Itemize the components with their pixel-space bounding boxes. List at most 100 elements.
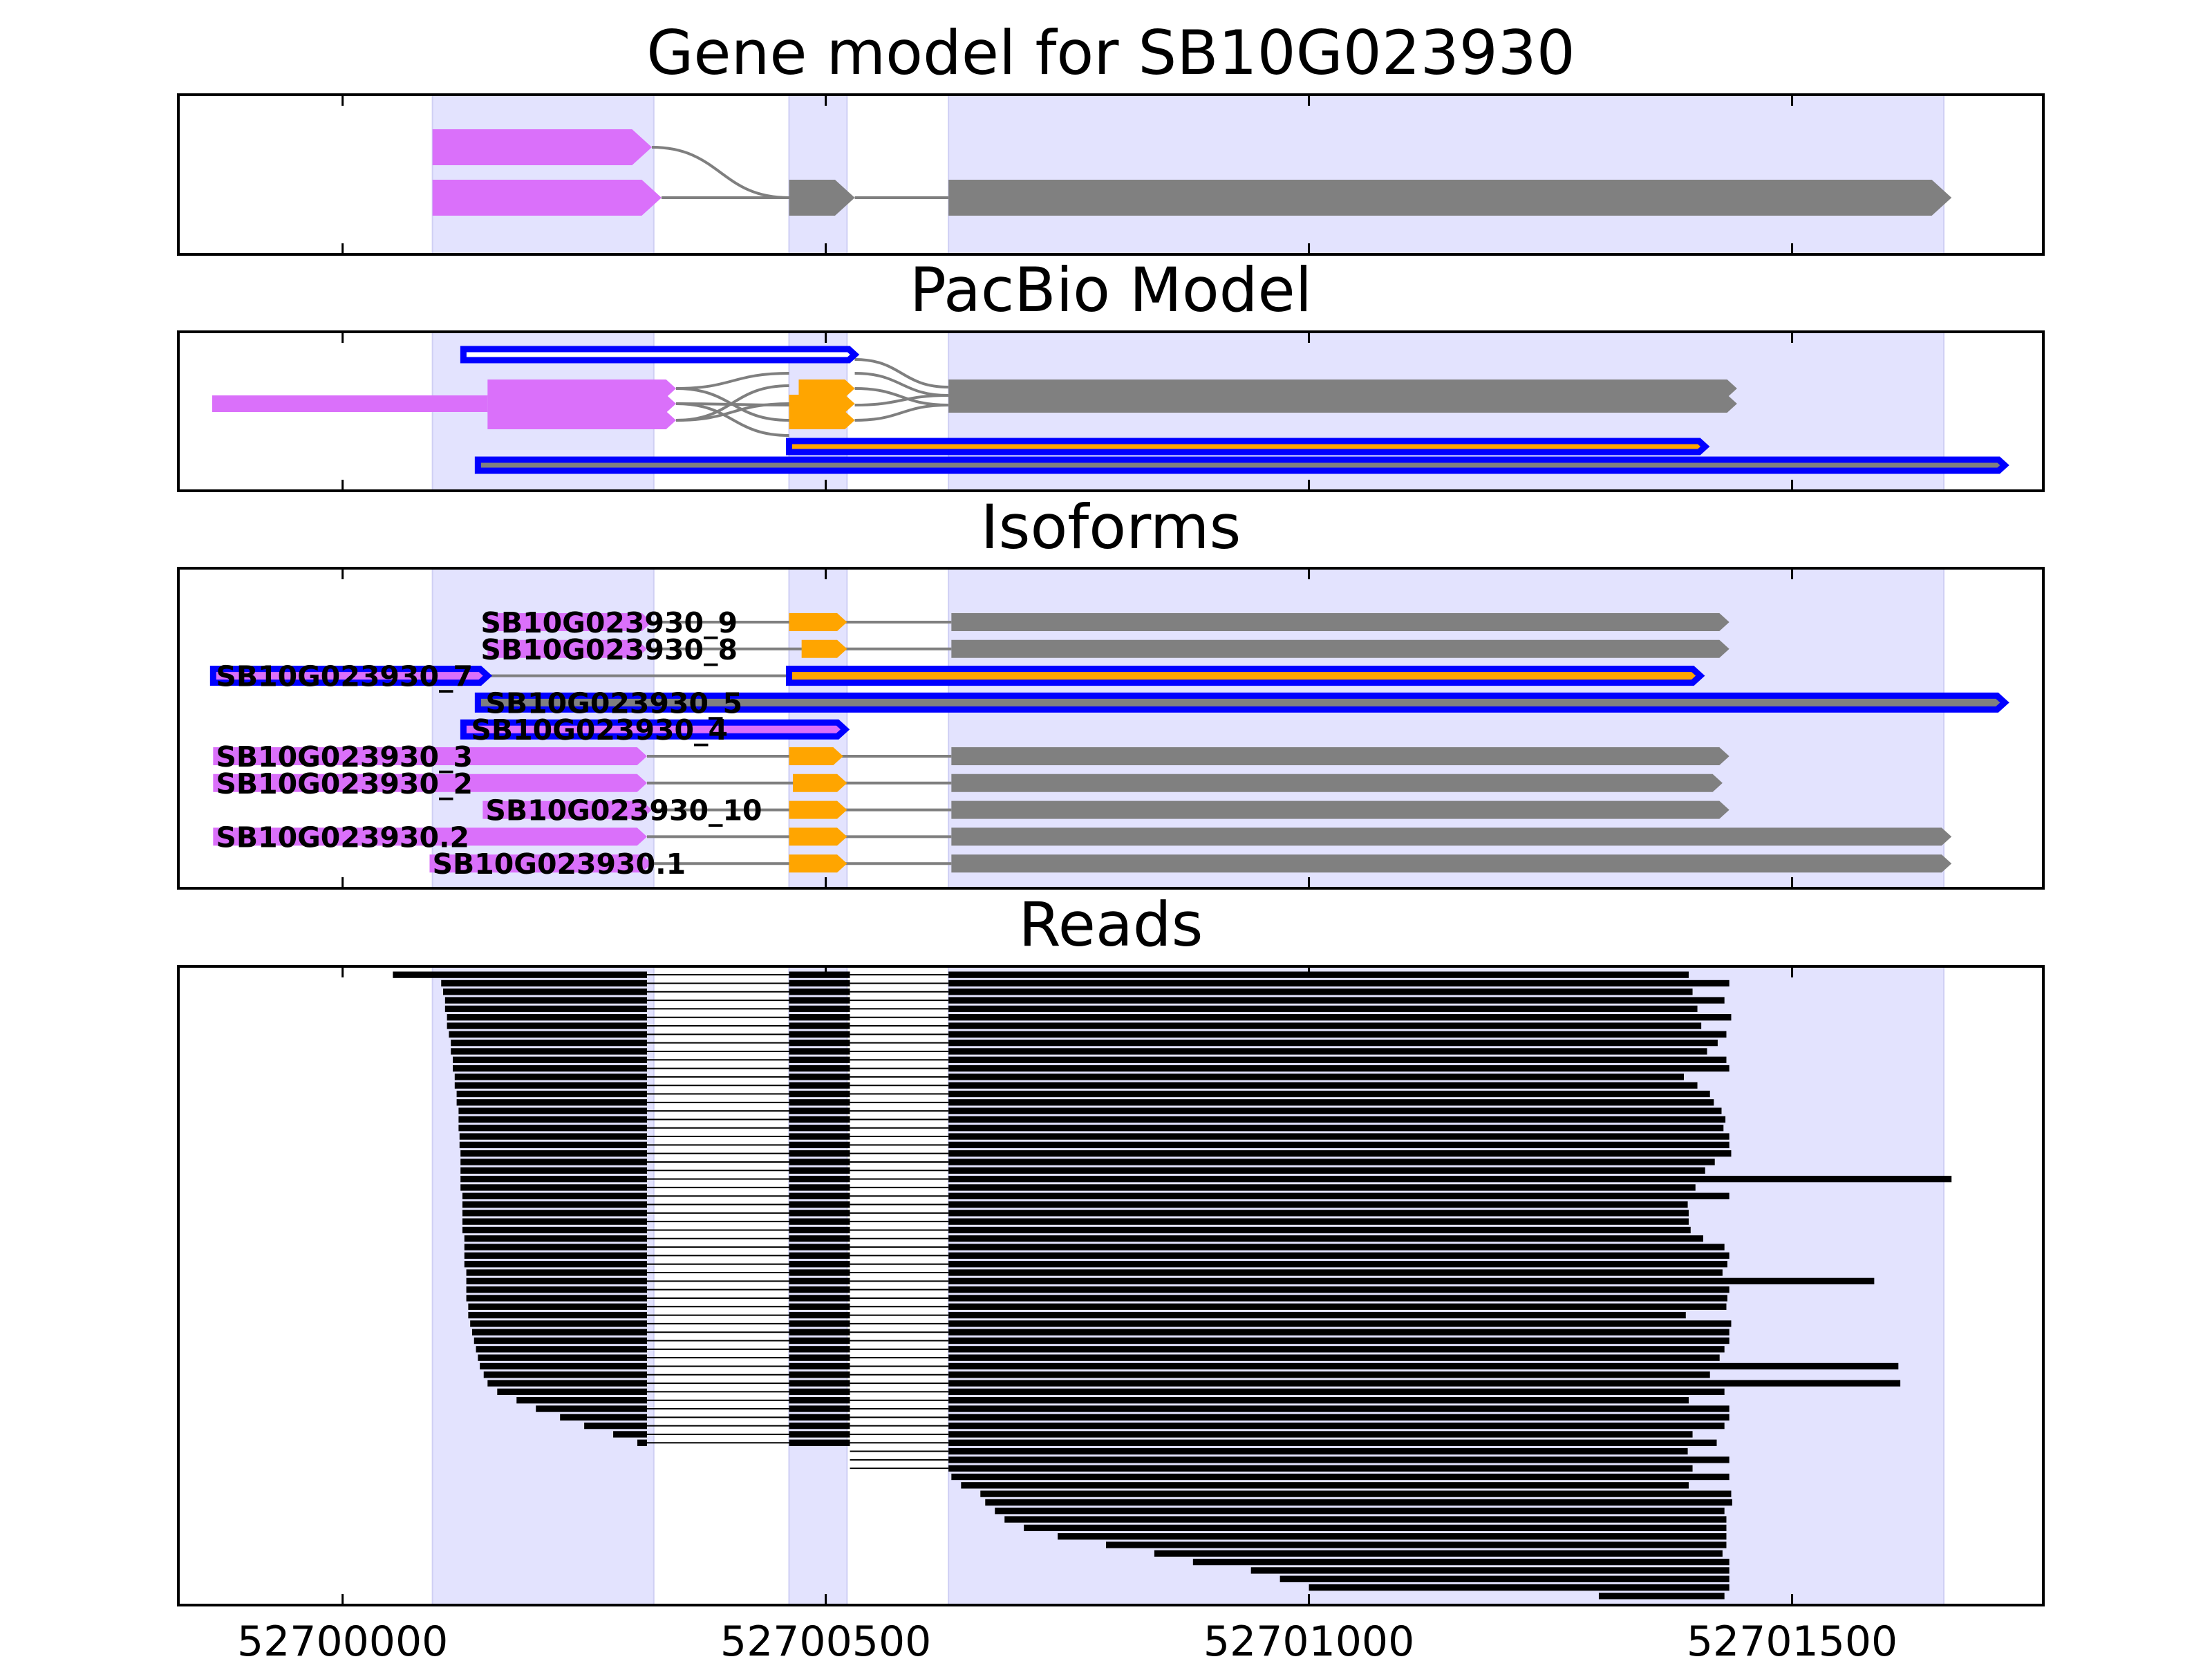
read-11-seg-2 (948, 1065, 1730, 1072)
read-31-seg-0 (464, 1235, 647, 1242)
read-29-seg-2 (948, 1218, 1689, 1225)
read-18-seg-2 (948, 1125, 1724, 1132)
gene-model-panel: Gene model for SB10G023930 (177, 17, 2045, 256)
panel-title: Isoforms (981, 491, 1241, 563)
exon-5-0 (474, 456, 2009, 474)
isoform-label: SB10G023930_7 (216, 660, 473, 693)
read-2-seg-1 (789, 988, 850, 995)
read-0-seg-0 (393, 971, 647, 978)
isoform-exon-9-1 (789, 854, 847, 873)
junction-6 (854, 372, 949, 397)
read-51-seg-1 (789, 1405, 850, 1412)
pacbio-model-panel: PacBio Model (177, 254, 2045, 492)
shaded-region-0 (431, 94, 655, 255)
read-1-seg-0 (441, 980, 647, 987)
panel-frame (177, 965, 2045, 1606)
read-34-seg-2 (948, 1261, 1727, 1268)
read-4-seg-1 (789, 1005, 850, 1013)
isoform-label: SB10G023930_4 (471, 713, 728, 747)
read-13-seg-1 (789, 1082, 850, 1089)
read-8-seg-1 (789, 1039, 850, 1047)
junction-9 (854, 404, 949, 422)
read-37-seg-1 (789, 1286, 850, 1293)
junction-3 (675, 387, 789, 422)
panel-frame (177, 567, 2045, 890)
read-27-seg-1 (789, 1201, 850, 1208)
read-3-seg-1 (789, 997, 850, 1004)
read-43-seg-2 (948, 1337, 1730, 1344)
read-25-seg-2 (948, 1184, 1696, 1191)
read-10-seg-1 (789, 1056, 850, 1063)
read-46-seg-2 (948, 1362, 1899, 1370)
isoform-features (209, 613, 2009, 873)
read-45-seg-2 (948, 1354, 1720, 1361)
read-41-seg-1 (789, 1320, 850, 1327)
read-27-seg-2 (948, 1201, 1688, 1208)
read-2-seg-0 (443, 988, 647, 995)
read-55-seg-0 (637, 1439, 647, 1446)
read-55-seg-1 (789, 1439, 850, 1446)
read-29-seg-1 (789, 1218, 850, 1225)
read-6-seg-2 (948, 1022, 1702, 1029)
read-12-seg-1 (789, 1074, 850, 1080)
read-45-seg-1 (789, 1354, 850, 1361)
read-15-seg-2 (948, 1099, 1714, 1106)
shaded-region-2 (948, 94, 1945, 255)
read-34-seg-1 (789, 1261, 850, 1268)
read-29-seg-0 (462, 1218, 647, 1225)
x-tick-labels: 52700000 52700500 52701000 52701500 (237, 1618, 1897, 1659)
panel-title: PacBio Model (910, 254, 1312, 326)
read-7-seg-1 (789, 1031, 850, 1038)
read-51-seg-2 (948, 1405, 1730, 1412)
isoform-exon-5-2 (951, 747, 1730, 765)
read-30-seg-1 (789, 1226, 850, 1234)
isoform-label: SB10G023930_2 (216, 767, 473, 800)
isoform-exon-0-1 (789, 613, 847, 631)
read-64-seg-0 (1004, 1516, 1727, 1523)
read-5-seg-0 (447, 1014, 647, 1021)
read-27-seg-0 (462, 1201, 647, 1208)
read-31-seg-2 (948, 1235, 1703, 1242)
read-8-seg-0 (451, 1039, 647, 1047)
isoform-exon-9-0 (429, 854, 652, 873)
panel-frame (177, 93, 2045, 256)
x-tick-label: 52700500 (720, 1618, 931, 1659)
read-39-seg-1 (789, 1303, 850, 1310)
read-20-seg-1 (789, 1141, 850, 1149)
exon-shading (431, 94, 1945, 255)
read-24-seg-0 (460, 1175, 647, 1183)
read-44-seg-0 (476, 1346, 647, 1353)
read-57-seg-0 (948, 1456, 1730, 1463)
read-41-seg-2 (948, 1320, 1732, 1327)
isoform-exon-5-1 (789, 747, 843, 765)
exon-1-2 (948, 379, 1737, 397)
x-ticks (341, 966, 1794, 1605)
junction-8 (854, 394, 949, 406)
read-28-seg-2 (948, 1210, 1689, 1217)
read-49-seg-1 (789, 1388, 850, 1396)
read-37-seg-0 (466, 1286, 647, 1293)
read-12-seg-2 (948, 1074, 1684, 1080)
isoform-label: SB10G023930_5 (485, 686, 742, 720)
isoform-exon-5-0 (213, 747, 647, 765)
exon-0-0 (432, 129, 652, 165)
read-21-seg-1 (789, 1150, 850, 1157)
read-51-seg-0 (536, 1405, 647, 1412)
read-33-seg-1 (789, 1252, 850, 1259)
read-32-seg-1 (789, 1244, 850, 1250)
x-tick-label: 52700000 (237, 1618, 448, 1659)
read-2-seg-2 (948, 988, 1693, 995)
isoform-exon-1-0 (487, 639, 647, 658)
read-40-seg-0 (468, 1311, 647, 1319)
read-12-seg-0 (454, 1074, 647, 1080)
read-35-seg-0 (466, 1269, 647, 1276)
junction-0 (675, 372, 789, 390)
junction-0 (651, 146, 789, 199)
read-36-seg-1 (789, 1277, 850, 1284)
read-44-seg-2 (948, 1346, 1725, 1353)
read-0-seg-2 (948, 971, 1689, 978)
read-20-seg-2 (948, 1141, 1730, 1149)
pacbio-model-features (212, 346, 2009, 474)
read-17-seg-2 (948, 1116, 1726, 1123)
read-48-seg-0 (487, 1380, 647, 1387)
